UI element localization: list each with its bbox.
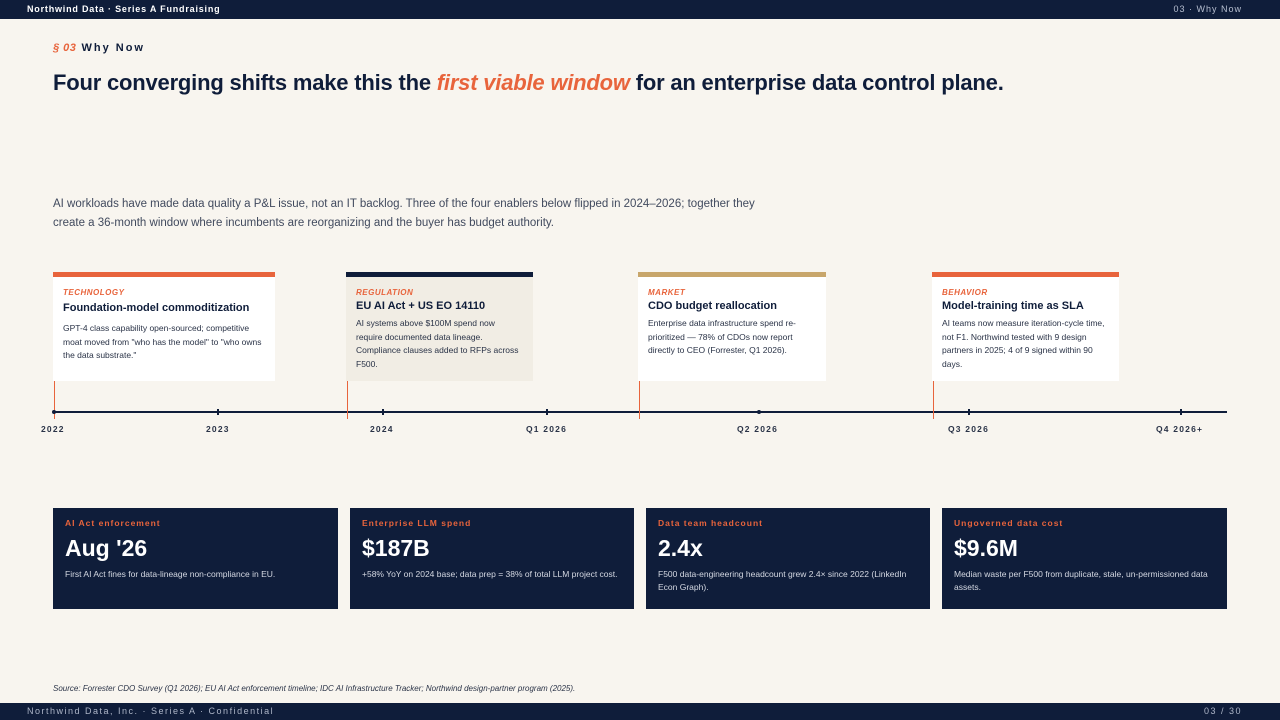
timeline-label: 2022 [41, 424, 65, 434]
metric-value: $187B [362, 535, 430, 561]
metric-value: Aug '26 [65, 535, 148, 561]
card-title: Model-training time as SLA [942, 300, 1084, 312]
top-bar: Northwind Data · Series A Fundraising 03… [0, 0, 1280, 19]
timeline-marker [933, 381, 934, 419]
card-tag: BEHAVIOR [942, 288, 988, 297]
metric-description: Median waste per F500 from duplicate, st… [954, 569, 1208, 592]
card-title: Foundation-model commoditization [63, 302, 250, 314]
card-tag: REGULATION [356, 288, 414, 297]
metric-label: Enterprise LLM spend [362, 518, 472, 528]
metric-description: F500 data-engineering headcount grew 2.4… [658, 569, 907, 592]
card-body: AI systems above $100M spend now require… [356, 318, 519, 369]
timeline-tick [968, 409, 970, 415]
timeline-tick [1180, 409, 1182, 415]
timeline-label: 2024 [370, 424, 394, 434]
metric-value: $9.6M [954, 535, 1018, 561]
metric-llm-spend: Enterprise LLM spend $187B +58% YoY on 2… [350, 508, 634, 609]
section-indicator: 03 · Why Now [1173, 4, 1242, 14]
card-market: MARKET CDO budget reallocation Enterpris… [638, 272, 826, 381]
metric-headcount: Data team headcount 2.4x F500 data-engin… [646, 508, 930, 609]
metric-description: +58% YoY on 2024 base; data prep = 38% o… [362, 569, 618, 579]
section-label: § 03 Why Now [53, 42, 145, 54]
card-technology: TECHNOLOGY Foundation-model commoditizat… [53, 272, 275, 381]
card-title: CDO budget reallocation [648, 300, 777, 312]
card-body: Enterprise data infrastructure spend re-… [648, 318, 796, 355]
source-note: Source: Forrester CDO Survey (Q1 2026); … [53, 684, 576, 693]
metric-value: 2.4x [658, 535, 703, 561]
card-tag: TECHNOLOGY [63, 288, 125, 297]
timeline-label: Q4 2026+ [1156, 424, 1204, 434]
timeline-marker [639, 381, 640, 419]
metric-label: Ungoverned data cost [954, 518, 1064, 528]
section-number: § 03 [53, 42, 77, 54]
timeline-dot [52, 410, 56, 414]
footer-company: Northwind Data, Inc. · Series A · Confid… [27, 706, 275, 716]
timeline-marker [54, 381, 55, 419]
metric-description: First AI Act fines for data-lineage non-… [65, 569, 276, 579]
timeline-tick [217, 409, 219, 415]
card-tag: MARKET [648, 288, 686, 297]
timeline-label: Q3 2026 [948, 424, 990, 434]
page-number: 03 / 30 [1203, 706, 1242, 716]
timeline-marker [347, 381, 348, 419]
card-behavior: BEHAVIOR Model-training time as SLA AI t… [932, 272, 1119, 381]
metric-ai-act: AI Act enforcement Aug '26 First AI Act … [53, 508, 338, 609]
metric-ungoverned-cost: Ungoverned data cost $9.6M Median waste … [942, 508, 1227, 609]
headline-accent: first viable window [436, 70, 630, 95]
timeline-tick [382, 409, 384, 415]
page-title: Four converging shifts make this the fir… [53, 70, 1233, 96]
card-regulation: REGULATION EU AI Act + US EO 14110 AI sy… [346, 272, 533, 381]
card-title: EU AI Act + US EO 14110 [356, 300, 486, 312]
headline-after: for an enterprise data control plane. [629, 70, 1004, 95]
timeline-label: 2023 [206, 424, 230, 434]
card-body: GPT-4 class capability open-sourced; com… [63, 323, 262, 360]
timeline-label: Q2 2026 [737, 424, 779, 434]
timeline-axis [53, 411, 1227, 413]
card-body: AI teams now measure iteration-cycle tim… [942, 318, 1105, 369]
bottom-bar: Northwind Data, Inc. · Series A · Confid… [0, 703, 1280, 720]
deck-title: Northwind Data · Series A Fundraising [27, 4, 221, 14]
metric-label: AI Act enforcement [65, 518, 161, 528]
intro-paragraph: AI workloads have made data quality a P&… [53, 198, 755, 229]
timeline-dot [757, 410, 761, 414]
metric-label: Data team headcount [658, 518, 763, 528]
section-name: Why Now [81, 42, 145, 54]
timeline-tick [546, 409, 548, 415]
headline-before: Four converging shifts make this the [53, 70, 437, 95]
timeline-label: Q1 2026 [526, 424, 568, 434]
